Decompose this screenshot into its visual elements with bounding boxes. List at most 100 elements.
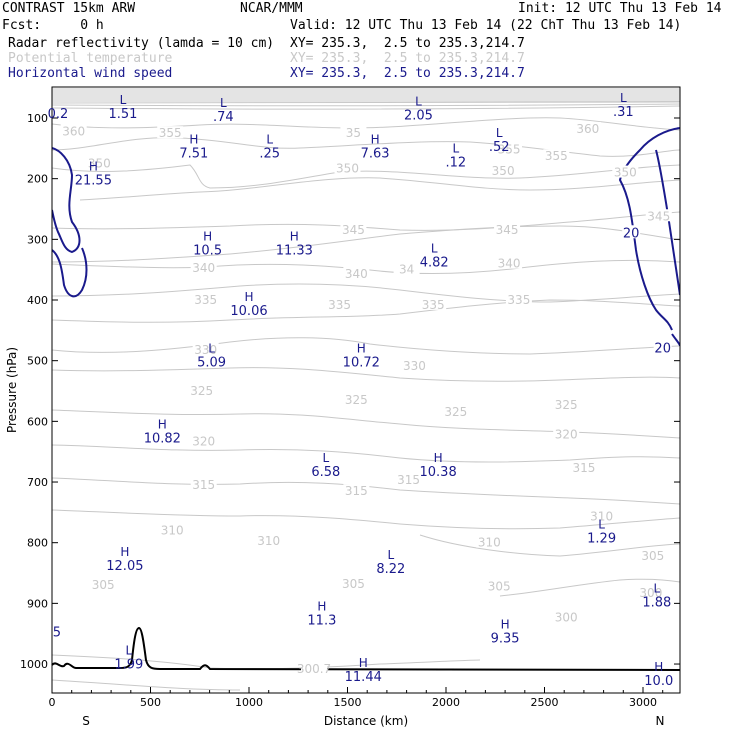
wind-extremum-type: H <box>203 229 212 243</box>
theta-label-bg <box>553 610 580 623</box>
y-tick-label: 400 <box>27 294 48 307</box>
y-tick-label: 900 <box>27 597 48 610</box>
y-tick-label: 300 <box>27 233 48 246</box>
wind-extremum-value: 12.05 <box>106 559 143 574</box>
theta-label: 300.7 <box>297 662 331 676</box>
theta-label: 315 <box>572 461 595 475</box>
x-axis-label: Distance (km) <box>324 714 408 728</box>
wind-extremum-type: L <box>125 644 132 658</box>
theta-label-bg <box>192 342 219 355</box>
wind-extremum-type: H <box>501 618 510 632</box>
theta-label: 305 <box>342 577 365 591</box>
y-tick-label: 700 <box>27 476 48 489</box>
y-tick-label: 200 <box>27 173 48 186</box>
wind-extremum-value: 11.33 <box>276 243 313 258</box>
theta-label: 355 <box>545 149 568 163</box>
wind-extremum-type: L <box>322 451 329 465</box>
wind-extremum-type: H <box>654 660 663 674</box>
theta-label-bg <box>343 484 370 497</box>
wind-extremum-type: L <box>598 518 605 532</box>
field-3-name: Horizontal wind speed <box>8 66 173 81</box>
wind-extremum-value: 1.51 <box>108 107 137 122</box>
theta-label: 350 <box>614 166 637 180</box>
x-axis-ticks: 0 500 1000 1500 2000 2500 3000 <box>49 687 664 709</box>
wind-extremum-type: H <box>89 160 98 174</box>
theta-label-bg <box>190 434 217 447</box>
field-1-xy: XY= 235.3, 2.5 to 235.3,214.7 <box>290 36 525 51</box>
theta-label-bg <box>340 223 367 236</box>
theta-label-bg <box>190 260 217 273</box>
wind-extremum-type: L <box>387 548 394 562</box>
theta-label: 325 <box>190 384 213 398</box>
theta-label: 350 <box>492 164 515 178</box>
theta-label-bg <box>588 509 615 522</box>
theta-label-bg <box>553 397 580 410</box>
theta-label: 320 <box>555 428 578 442</box>
wind-extremum-type: L <box>220 96 227 110</box>
theta-label: 335 <box>507 293 530 307</box>
theta-label: 320 <box>192 434 215 448</box>
wind-extremum-value: .74 <box>213 110 234 125</box>
theta-label: 340 <box>192 261 215 275</box>
theta-label-bg <box>496 142 523 155</box>
wind-extremum-type: L <box>620 91 627 105</box>
theta-label: 325 <box>345 393 368 407</box>
theta-label-bg <box>553 427 580 440</box>
field-1-name: Radar reflectivity (lamda = 10 cm) <box>8 36 275 51</box>
theta-label-bg <box>442 405 469 418</box>
theta-label-bg <box>505 293 532 306</box>
theta-label: 310 <box>257 534 280 548</box>
x-tick-label: 1000 <box>235 696 263 709</box>
wind-extremum-value: 7.51 <box>179 146 208 161</box>
terrain-line <box>51 626 681 671</box>
field-3-xy: XY= 235.3, 2.5 to 235.3,214.7 <box>290 66 525 81</box>
theta-label-bg <box>420 297 447 310</box>
theta-label: 300 <box>639 586 662 600</box>
wind-extremum-value: 1.29 <box>587 532 616 547</box>
theta-label-bg <box>496 256 523 269</box>
theta-label: 310 <box>478 536 501 550</box>
wind-extremum-value: 10.82 <box>144 431 181 446</box>
theta-label: 300 <box>555 610 578 624</box>
wind-extremum-type: H <box>244 290 253 304</box>
wind-extremum-value: 10.72 <box>343 356 380 371</box>
theta-label-bg <box>637 586 664 599</box>
wind-extremum-value: 5.09 <box>197 356 226 371</box>
theta-label-bg <box>645 209 672 222</box>
wind-extremum-type: H <box>434 451 443 465</box>
theta-label: 360 <box>62 124 85 138</box>
wind-extremum-value: .12 <box>446 155 467 170</box>
theta-label-bg <box>90 578 117 591</box>
theta-label-bg <box>188 384 215 397</box>
theta-label-bg <box>326 297 353 310</box>
wind-extremum-value: 11.3 <box>307 613 336 628</box>
wind-extremum-value: 0.2 <box>48 107 69 122</box>
theta-label: 305 <box>92 578 115 592</box>
valid-time: Valid: 12 UTC Thu 13 Feb 14 (22 ChT Thu … <box>290 18 682 33</box>
wind-extremum-value: 10.0 <box>644 674 673 689</box>
theta-label: 330 <box>194 343 217 357</box>
center-label: NCAR/MMM <box>240 1 303 16</box>
wind-extremum-value: 11.44 <box>345 670 382 685</box>
y-tick-label: 500 <box>27 355 48 368</box>
wind-extremum-type: L <box>453 141 460 155</box>
y-axis-ticks: 100 200 300 400 500 600 700 800 900 1000 <box>20 112 680 671</box>
wind-extremum-value: 5 <box>53 626 61 641</box>
theta-label-bg <box>340 576 367 589</box>
wind-extremum-value: 7.63 <box>361 146 390 161</box>
theta-label-bg <box>612 165 639 178</box>
x-tick-label: 2000 <box>432 696 460 709</box>
wind-contour-label-bg <box>622 225 641 239</box>
theta-label: 335 <box>328 298 351 312</box>
theta-label-bg <box>86 156 113 169</box>
theta-label: 350 <box>336 161 359 175</box>
theta-label: 340 <box>498 257 521 271</box>
theta-label-bg <box>486 579 513 592</box>
wind-extremum-type: L <box>208 342 215 356</box>
y-axis-label: Pressure (hPa) <box>5 347 19 433</box>
theta-label: 305 <box>488 579 511 593</box>
theta-label: 325 <box>444 405 467 419</box>
init-time: Init: 12 UTC Thu 13 Feb 14 <box>518 1 722 16</box>
